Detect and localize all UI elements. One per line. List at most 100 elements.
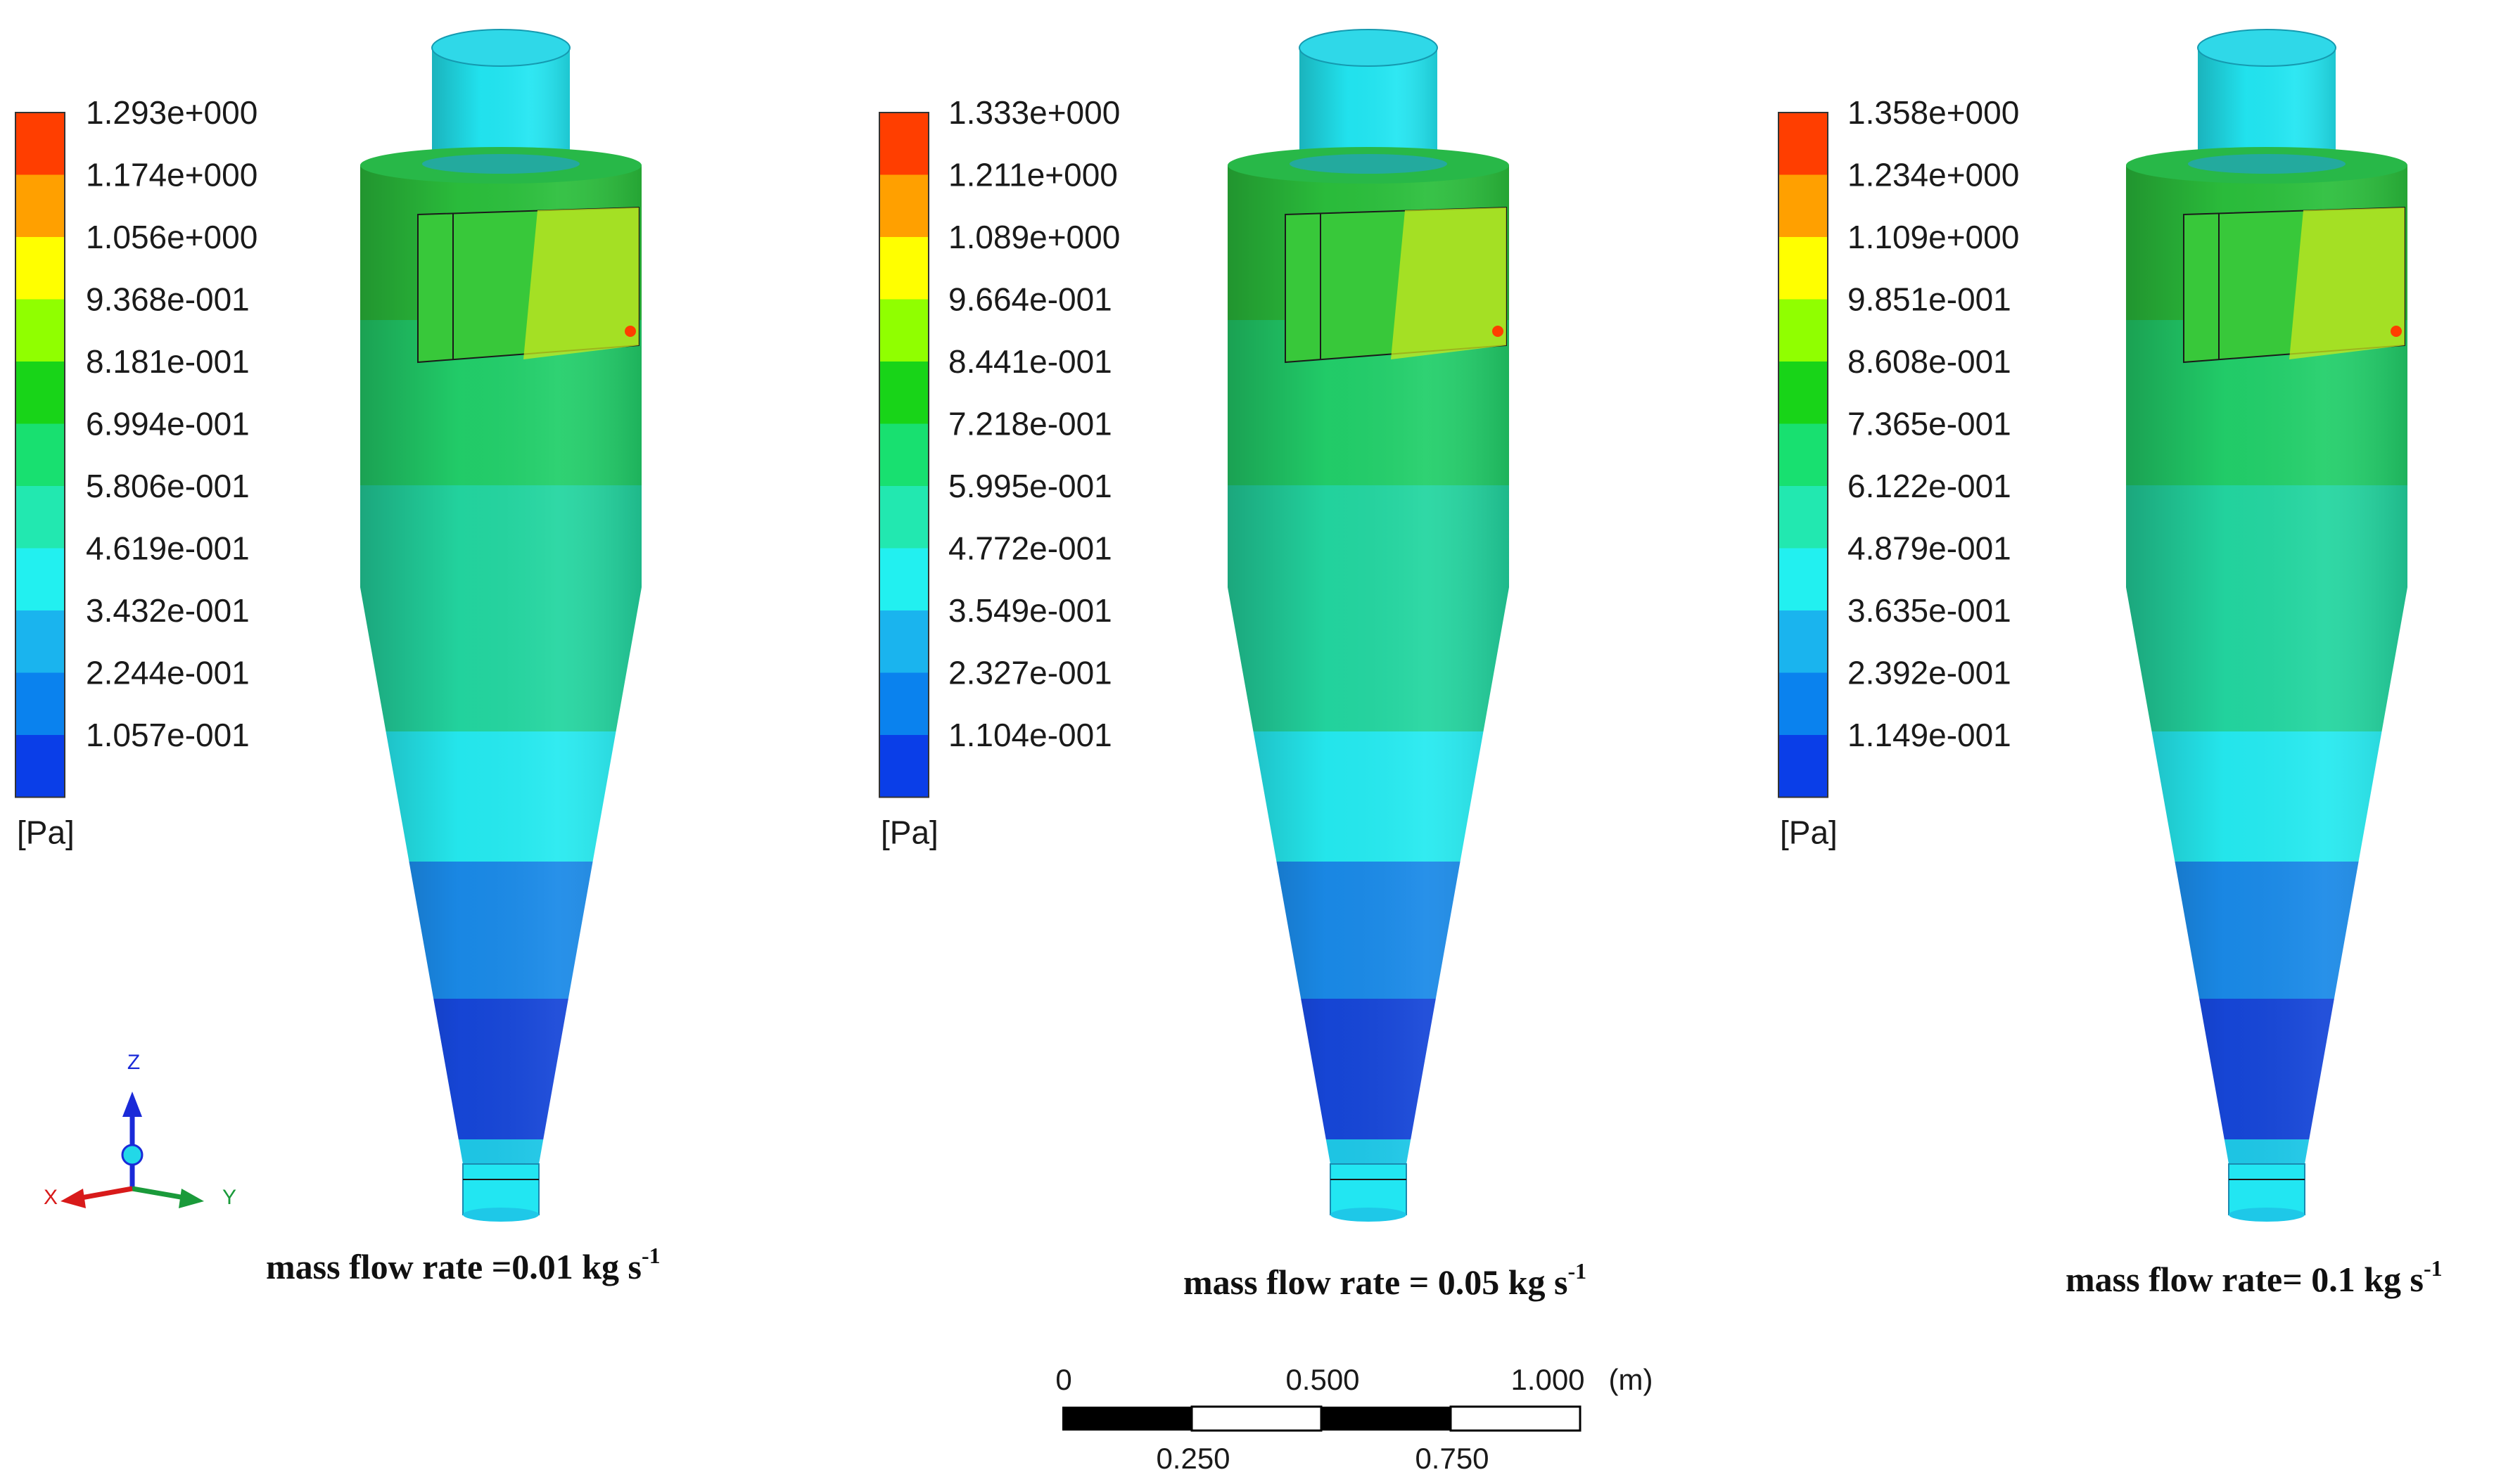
caption-superscript: -1 (1568, 1258, 1587, 1284)
cyclone-contour (360, 29, 642, 1222)
legend-swatch (15, 299, 65, 362)
inlet-peak-spot (625, 326, 636, 337)
legend-value: 3.549e-001 (948, 592, 1112, 629)
z-axis-label: Z (127, 1051, 140, 1074)
legend-frame (15, 112, 65, 798)
body-shading (1228, 165, 1509, 1164)
panel-caption: mass flow rate = 0.05 kg s-1 (1183, 1258, 1586, 1302)
legend-swatch (1778, 672, 1828, 735)
pipe-opening (1299, 29, 1438, 67)
panel-mass-flow-0-1: 1.358e+000 1.234e+000 1.109e+000 9.851e-001… (1778, 29, 2443, 1299)
caption-superscript: -1 (2424, 1255, 2443, 1281)
legend-swatch (1778, 299, 1828, 362)
legend-value: 1.089e+000 (948, 219, 1120, 255)
x-axis-arrow (61, 1189, 86, 1208)
legend-value: 7.365e-001 (1847, 406, 2011, 442)
caption-text: mass flow rate =0.01 kg s (266, 1247, 642, 1286)
legend-swatch (15, 486, 65, 549)
dust-outlet (462, 1163, 540, 1215)
pipe-opening (431, 29, 571, 67)
caption-text: mass flow rate= 0.1 kg s (2066, 1260, 2424, 1299)
legend-value: 8.181e-001 (86, 343, 250, 380)
panel-caption: mass flow rate =0.01 kg s-1 (266, 1243, 661, 1286)
legend-value: 1.104e-001 (948, 717, 1112, 753)
legend-value: 4.619e-001 (86, 530, 250, 567)
legend-swatch (879, 299, 929, 362)
legend-value: 7.218e-001 (948, 406, 1112, 442)
legend-value: 1.234e+000 (1847, 157, 2019, 193)
inlet-high-pressure (523, 207, 639, 359)
triad-origin (121, 1144, 144, 1166)
legend-swatch (879, 423, 929, 486)
legend-value: 8.441e-001 (948, 343, 1112, 380)
outlet-rim (2229, 1208, 2305, 1222)
panel-mass-flow-0-01: 1.293e+000 1.174e+000 1.056e+000 9.368e-001… (15, 29, 661, 1286)
legend-value: 3.635e-001 (1847, 592, 2011, 629)
cyclone-contour (1228, 29, 1509, 1222)
pipe-junction (1290, 154, 1447, 174)
scale-label-0-250: 0.250 (1156, 1442, 1230, 1475)
y-axis-line (132, 1186, 189, 1201)
legend-swatch (879, 113, 929, 175)
legend-value: 5.995e-001 (948, 468, 1112, 504)
cyclone-contour (2126, 29, 2407, 1222)
legend-value: 4.879e-001 (1847, 530, 2011, 567)
color-legend: 1.293e+000 1.174e+000 1.056e+000 9.368e-001… (15, 94, 257, 798)
legend-frame (1778, 112, 1828, 798)
legend-swatch (1778, 548, 1828, 610)
legend-swatch (1778, 423, 1828, 486)
legend-value: 9.851e-001 (1847, 281, 2011, 318)
scale-segment (1062, 1407, 1192, 1431)
pipe-junction (2188, 154, 2346, 174)
legend-value: 2.392e-001 (1847, 655, 2011, 691)
inlet-peak-spot (2391, 326, 2402, 337)
legend-frame (879, 112, 929, 798)
legend-swatch (879, 672, 929, 735)
scale-label-1-000: 1.000 (1510, 1363, 1584, 1396)
inlet-high-pressure (1391, 207, 1506, 359)
pipe-junction (422, 154, 580, 174)
legend-unit: [Pa] (1780, 814, 1838, 851)
legend-unit: [Pa] (881, 814, 938, 851)
legend-value: 1.174e+000 (86, 157, 257, 193)
legend-value: 4.772e-001 (948, 530, 1112, 567)
legend-swatch (879, 174, 929, 237)
y-axis-label: Y (222, 1186, 236, 1209)
scale-bar: 0 0.500 1.000 (m) 0.250 0.750 (1055, 1363, 1653, 1475)
legend-swatch (15, 610, 65, 673)
scale-segment (1321, 1407, 1451, 1431)
scale-segment (1190, 1405, 1323, 1432)
legend-value: 1.057e-001 (86, 717, 250, 753)
legend-swatch (1778, 362, 1828, 424)
legend-swatch (879, 362, 929, 424)
legend-swatch (1778, 113, 1828, 175)
legend-value: 5.806e-001 (86, 468, 250, 504)
legend-swatch (15, 548, 65, 610)
legend-value: 2.327e-001 (948, 655, 1112, 691)
legend-swatch (15, 672, 65, 735)
legend-value: 6.994e-001 (86, 406, 250, 442)
legend-swatch (15, 113, 65, 175)
scale-label-0: 0 (1055, 1363, 1071, 1396)
x-axis-line (77, 1186, 133, 1201)
legend-swatch (15, 423, 65, 486)
legend-value: 6.122e-001 (1847, 468, 2011, 504)
legend-swatch (879, 735, 929, 798)
legend-value: 1.293e+000 (86, 94, 257, 131)
legend-swatch (879, 237, 929, 300)
panel-caption: mass flow rate= 0.1 kg s-1 (2066, 1255, 2443, 1299)
dust-outlet (2228, 1163, 2305, 1215)
legend-value: 9.664e-001 (948, 281, 1112, 318)
outlet-rim (1330, 1208, 1406, 1222)
scale-label-0-750: 0.750 (1415, 1442, 1489, 1475)
legend-value: 1.149e-001 (1847, 717, 2011, 753)
legend-value: 1.358e+000 (1847, 94, 2019, 131)
legend-swatch (15, 735, 65, 798)
color-legend: 1.333e+000 1.211e+000 1.089e+000 9.664e-001… (879, 94, 1120, 798)
legend-value: 3.432e-001 (86, 592, 250, 629)
legend-swatch (1778, 237, 1828, 300)
legend-swatch (15, 174, 65, 237)
pipe-opening (2197, 29, 2336, 67)
legend-value: 2.244e-001 (86, 655, 250, 691)
inlet-high-pressure (2289, 207, 2405, 359)
